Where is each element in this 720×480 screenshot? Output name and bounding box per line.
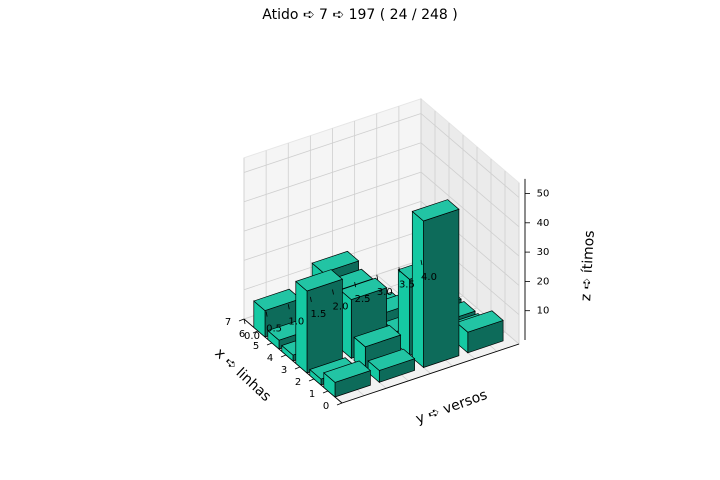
x-tick-mark (294, 366, 301, 370)
bar-face-top (253, 288, 302, 311)
x-tick-label: 0 (323, 401, 329, 412)
x-tick-label: 3 (281, 365, 287, 376)
y-tick-label: 4.0 (421, 272, 437, 283)
x-tick-mark (266, 342, 273, 346)
bar (367, 348, 416, 384)
bar (295, 269, 344, 374)
y-tick-label: 2.0 (333, 302, 349, 313)
y-tick-mark (420, 259, 423, 266)
bars (253, 199, 504, 398)
y-tick-mark (376, 274, 379, 280)
y-tick-label: 2.5 (355, 294, 371, 305)
y-tick-label: 0.0 (244, 331, 260, 342)
y-tick-label: 3.5 (399, 279, 415, 290)
bar-face-top (367, 348, 416, 371)
y-tick-mark (287, 304, 290, 310)
x-tick-label: 4 (267, 353, 273, 364)
y-tick-label: 1.0 (288, 316, 304, 327)
bar-face-top (311, 250, 360, 274)
grid-line-z (243, 113, 422, 173)
x-axis-label: x ➪ linhas (212, 345, 274, 405)
y-tick-label: 0.5 (266, 324, 282, 335)
z-axis-label: z ➪ ítimos (578, 230, 598, 301)
chart-title: Atido ➪ 7 ➪ 197 ( 24 / 248 ) (262, 7, 458, 23)
x-tick-label: 7 (225, 317, 231, 328)
grid-line-z (243, 171, 422, 232)
grid-line-z (243, 201, 422, 261)
bar-face-top (295, 269, 344, 292)
bar-face-top (323, 360, 372, 383)
bar-face-top (353, 325, 402, 348)
x-tick-label: 2 (295, 377, 301, 388)
y-axis-label: y ➪ versos (414, 387, 490, 428)
x-tick-mark (280, 354, 287, 358)
y-tick-mark (243, 318, 246, 325)
bar-face-top (411, 199, 460, 222)
grid-line-z (420, 113, 520, 198)
y-tick-label: 3.0 (377, 287, 393, 298)
z-tick-label: 20 (537, 276, 550, 287)
y-tick-mark (265, 311, 268, 317)
y-axis-line (341, 343, 520, 404)
x-tick-mark (336, 402, 343, 406)
grid-line-z (420, 142, 520, 228)
bar-face-top (455, 310, 504, 333)
x-tick-mark (252, 330, 259, 334)
x-tick-mark (238, 318, 245, 322)
y-tick-mark (309, 296, 312, 302)
x-tick-mark (308, 378, 315, 382)
z-tick-label: 10 (537, 306, 550, 317)
bar-face-front (423, 208, 460, 368)
bar (323, 360, 372, 398)
bar-face-front (306, 278, 343, 374)
x-tick-label: 5 (253, 341, 259, 352)
y-tick-mark (332, 289, 334, 295)
y-tick-mark (398, 267, 401, 273)
grid-line-z (243, 142, 422, 203)
x-tick-label: 6 (239, 329, 245, 340)
y-tick-label: 1.5 (310, 309, 326, 320)
bar (411, 199, 460, 369)
bar (455, 310, 504, 354)
y-tick-mark (354, 282, 357, 288)
bar-face-top (339, 277, 388, 300)
x-tick-label: 1 (309, 389, 315, 400)
x-tick-mark (322, 390, 329, 394)
z-tick-label: 50 (537, 189, 550, 200)
z-tick-label: 40 (537, 218, 550, 229)
z-tick-label: 30 (537, 247, 550, 258)
grid-line-z (420, 171, 520, 257)
